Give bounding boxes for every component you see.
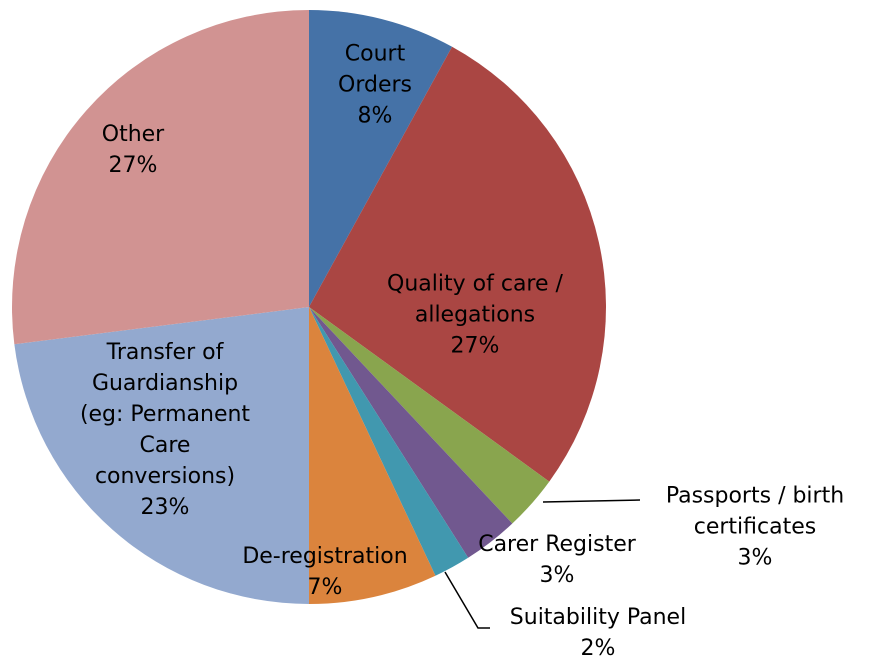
slice-label: Quality of care / allegations 27%	[355, 269, 595, 362]
pie-slice	[309, 46, 607, 482]
value-label: 2%	[580, 636, 616, 661]
value-label: 23%	[140, 495, 190, 520]
value-label: 8%	[357, 103, 393, 129]
value-label: 3%	[539, 563, 575, 588]
pie-slice	[309, 10, 453, 307]
pie-slice	[14, 307, 310, 604]
category-label: Other	[101, 122, 165, 147]
slice-label: De-registration 7%	[225, 541, 425, 603]
slice-label: Court Orders 8%	[325, 39, 425, 132]
category-label: Court Orders	[338, 41, 412, 98]
pie-slice	[11, 10, 309, 345]
value-label: 3%	[737, 545, 773, 571]
leader-line	[444, 571, 490, 629]
category-label: Transfer of Guardianship (eg: Permanent …	[79, 340, 251, 489]
category-label: Passports / birth certificates	[665, 483, 845, 540]
slice-label: Other 27%	[83, 119, 183, 181]
slice-label: Suitability Panel 2%	[478, 602, 718, 662]
value-label: 27%	[108, 153, 158, 178]
slice-label: Carer Register 3%	[452, 529, 662, 591]
category-label: De-registration	[242, 544, 408, 569]
category-label: Carer Register	[478, 532, 636, 557]
slice-label: Transfer of Guardianship (eg: Permanent …	[70, 337, 260, 523]
pie-slice	[309, 307, 436, 604]
pie-slice	[309, 307, 550, 524]
value-label: 27%	[450, 333, 500, 359]
pie-slice	[309, 307, 513, 558]
leader-line	[542, 499, 641, 503]
category-label: Suitability Panel	[509, 605, 687, 630]
slice-label: Passports / birth certificates 3%	[635, 481, 872, 574]
category-label: Quality of care / allegations	[387, 271, 563, 328]
pie-slice	[309, 307, 469, 576]
value-label: 7%	[307, 575, 343, 600]
